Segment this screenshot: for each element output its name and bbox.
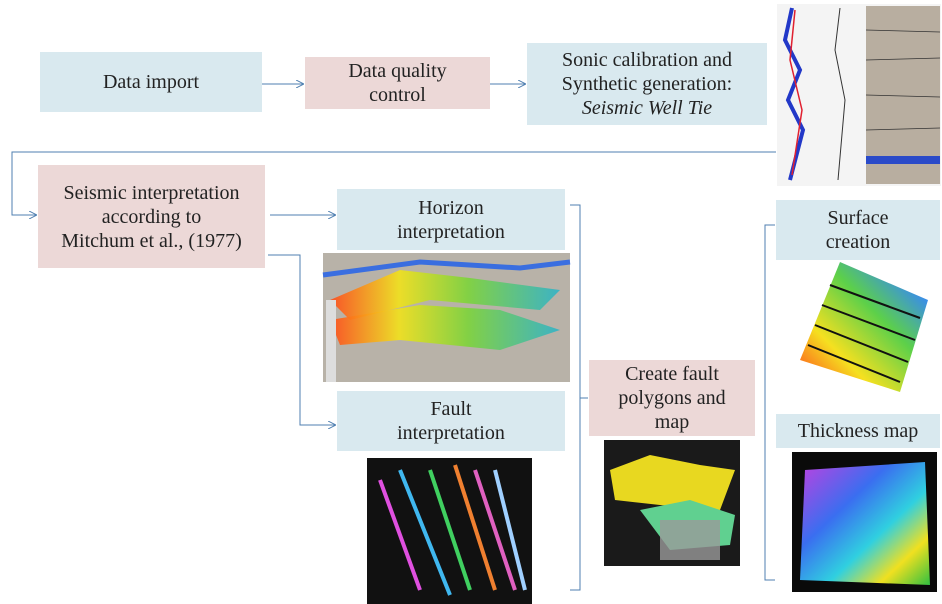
node-label: Horizon — [418, 196, 484, 219]
quality-control-box: Data quality control — [305, 57, 490, 109]
node-label: Synthetic generation: — [561, 73, 733, 95]
node-label: Seismic interpretation — [63, 181, 240, 204]
node-label: Mitchum et al., (1977) — [61, 229, 242, 252]
node-label: according to — [101, 205, 202, 228]
connectors — [11, 84, 776, 591]
fault-box: Fault interpretation — [337, 391, 565, 451]
fault-polygon-image — [604, 440, 740, 566]
node-label: Fault — [430, 398, 472, 420]
well-tie-box: Sonic calibration and Synthetic generatio… — [527, 43, 767, 125]
seismic-interpretation-box: Seismic interpretation according to Mitchu… — [38, 165, 265, 268]
node-label: map — [654, 411, 690, 433]
node-label: Surface — [827, 207, 889, 229]
node-label: Thickness map — [797, 420, 919, 442]
node-label: Create fault — [625, 363, 719, 385]
data-import-box: Data import — [40, 52, 262, 112]
well-log-image — [777, 4, 941, 186]
fault-polygons-box: Create fault polygons and map — [589, 360, 755, 436]
thickness-box: Thickness map — [776, 414, 940, 448]
surface-image — [800, 262, 928, 392]
node-label: polygons and — [618, 387, 726, 409]
fault-image — [367, 458, 532, 604]
surface-box: Surface creation — [776, 200, 940, 260]
node-label: Sonic calibration and — [562, 49, 732, 71]
node-label: Data import — [102, 71, 200, 93]
node-label: control — [369, 84, 426, 106]
horizon-image — [322, 253, 571, 382]
node-label: Data quality — [348, 60, 447, 82]
horizon-box: Horizon interpretation — [337, 189, 565, 250]
node-label: Seismic Well Tie — [581, 97, 713, 119]
node-label: interpretation — [397, 220, 505, 243]
node-label: interpretation — [397, 422, 505, 444]
node-label: creation — [825, 231, 891, 253]
thickness-image — [792, 452, 937, 592]
